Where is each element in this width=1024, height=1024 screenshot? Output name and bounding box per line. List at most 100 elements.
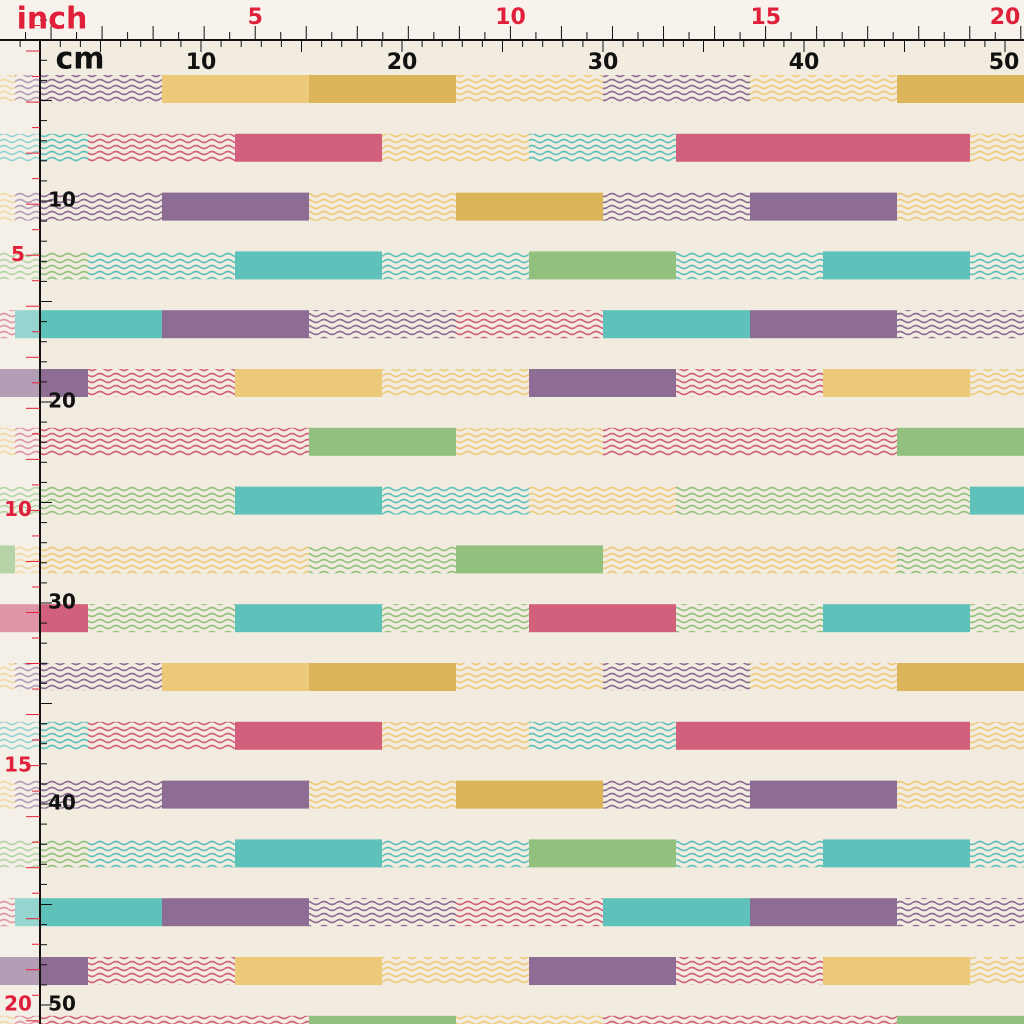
stripe-block bbox=[897, 310, 1024, 339]
stripe-block bbox=[897, 75, 1024, 103]
stripe-block bbox=[823, 721, 970, 750]
stripe-block bbox=[823, 486, 970, 515]
stripe-block bbox=[309, 663, 456, 691]
stripe-block bbox=[970, 133, 1024, 162]
stripe-block bbox=[676, 133, 823, 162]
stripe-block bbox=[382, 133, 529, 162]
stripe-block bbox=[529, 604, 676, 633]
stripe-block bbox=[0, 898, 15, 927]
left-inch-label: 5 bbox=[11, 242, 25, 266]
stripe-block bbox=[603, 780, 750, 809]
stripe-block bbox=[0, 545, 15, 574]
left-ruler-band bbox=[0, 40, 40, 1024]
stripe-block bbox=[0, 1015, 15, 1024]
stripe-block bbox=[162, 1015, 309, 1024]
stripe-block bbox=[897, 663, 1024, 691]
stripe-block bbox=[88, 251, 235, 280]
stripe-block bbox=[382, 839, 529, 868]
stripe-block bbox=[0, 663, 15, 691]
cm-unit-label: cm bbox=[55, 42, 104, 77]
stripe-block bbox=[529, 369, 676, 397]
stripe-block bbox=[456, 545, 603, 574]
left-cm-label: 40 bbox=[48, 791, 76, 815]
stripe-block bbox=[676, 369, 823, 397]
stripe-block bbox=[309, 192, 456, 221]
top-cm-label: 40 bbox=[789, 50, 820, 75]
stripe-block bbox=[235, 133, 382, 162]
stripe-block bbox=[162, 192, 309, 221]
top-cm-label: 50 bbox=[989, 50, 1020, 75]
stripe-block bbox=[0, 957, 88, 985]
top-ruler-band bbox=[0, 0, 1024, 40]
stripe-block bbox=[309, 545, 456, 574]
stripe-block bbox=[750, 1015, 897, 1024]
stripe-block bbox=[0, 780, 15, 809]
stripe-block bbox=[970, 251, 1024, 280]
top-inch-label: 5 bbox=[248, 5, 263, 30]
stripe-block bbox=[235, 839, 382, 868]
top-cm-label: 10 bbox=[186, 50, 217, 75]
stripe-block bbox=[970, 369, 1024, 397]
stripe-block bbox=[970, 957, 1024, 985]
stripe-block bbox=[897, 545, 1024, 574]
stripe-block bbox=[0, 604, 88, 633]
stripe-block bbox=[456, 75, 603, 103]
stripe-block bbox=[529, 251, 676, 280]
stripe-block bbox=[676, 604, 823, 633]
stripe-block bbox=[603, 545, 750, 574]
stripe-block bbox=[235, 721, 382, 750]
stripe-block bbox=[750, 75, 897, 103]
stripe-block bbox=[970, 721, 1024, 750]
stripe-block bbox=[0, 192, 15, 221]
stripe-block bbox=[235, 486, 382, 515]
stripe-block bbox=[88, 721, 235, 750]
stripe-block bbox=[750, 545, 897, 574]
stripe-block bbox=[823, 604, 970, 633]
stripe-block bbox=[970, 604, 1024, 633]
stripe-block bbox=[823, 133, 970, 162]
stripe-block bbox=[603, 75, 750, 103]
stripe-block bbox=[162, 427, 309, 456]
stripe-block bbox=[529, 957, 676, 985]
stripe-block bbox=[162, 545, 309, 574]
stripe-block bbox=[603, 663, 750, 691]
left-cm-label: 10 bbox=[48, 188, 76, 212]
top-cm-label: 30 bbox=[588, 50, 619, 75]
stripe-block bbox=[309, 898, 456, 927]
stripe-block bbox=[750, 427, 897, 456]
stripe-block bbox=[88, 957, 235, 985]
stripe-block bbox=[456, 663, 603, 691]
stripe-block bbox=[897, 427, 1024, 456]
stripe-block bbox=[162, 75, 309, 103]
top-inch-label: 15 bbox=[750, 5, 781, 30]
stripe-block bbox=[750, 310, 897, 339]
stripe-block bbox=[309, 780, 456, 809]
stripe-block bbox=[676, 957, 823, 985]
top-cm-label: 20 bbox=[387, 50, 418, 75]
stripe-block bbox=[676, 486, 823, 515]
inch-unit-label: inch bbox=[17, 2, 88, 37]
stripe-pattern bbox=[0, 75, 1024, 1024]
stripe-block bbox=[88, 839, 235, 868]
stripe-block bbox=[0, 75, 15, 103]
top-inch-label: 20 bbox=[990, 5, 1021, 30]
left-inch-label: 20 bbox=[4, 992, 32, 1016]
stripe-block bbox=[676, 251, 823, 280]
stripe-block bbox=[456, 310, 603, 339]
left-inch-label: 15 bbox=[4, 752, 32, 776]
stripe-block bbox=[823, 957, 970, 985]
stripe-block bbox=[750, 898, 897, 927]
stripe-block bbox=[676, 839, 823, 868]
stripe-block bbox=[970, 486, 1024, 515]
stripe-block bbox=[309, 75, 456, 103]
stripe-block bbox=[603, 898, 750, 927]
stripe-block bbox=[235, 957, 382, 985]
stripe-block bbox=[382, 251, 529, 280]
stripe-block bbox=[162, 780, 309, 809]
stripe-block bbox=[603, 427, 750, 456]
stripe-block bbox=[897, 780, 1024, 809]
stripe-block bbox=[235, 369, 382, 397]
stripe-block bbox=[235, 251, 382, 280]
stripe-block bbox=[162, 663, 309, 691]
